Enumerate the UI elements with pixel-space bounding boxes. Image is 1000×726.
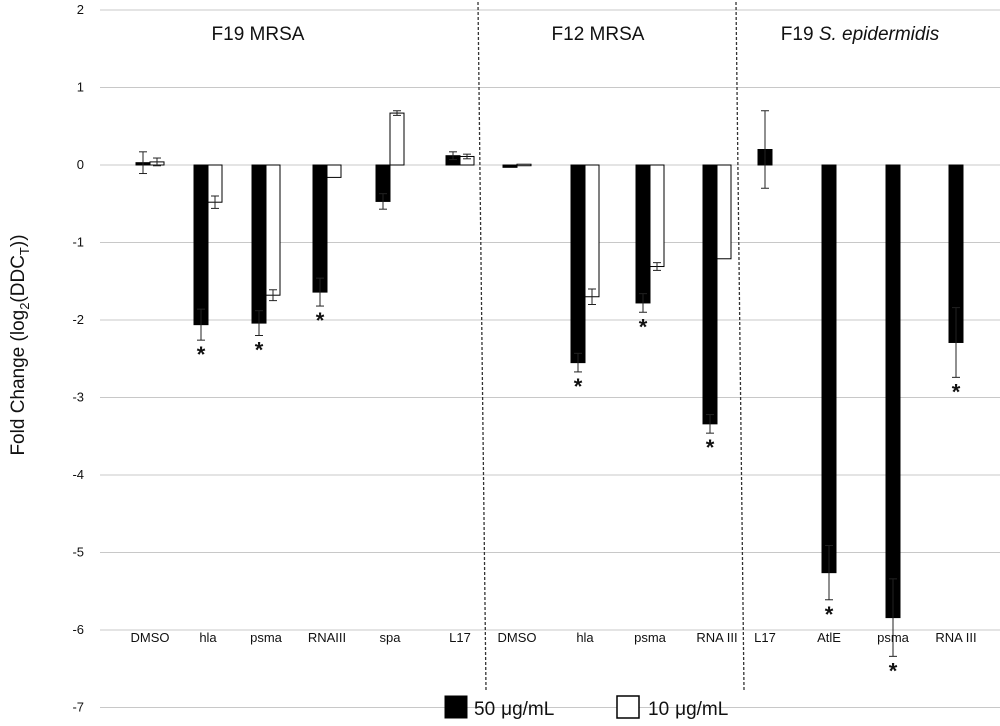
legend-swatch-10	[616, 695, 640, 719]
category-label-g0-c2: psma	[250, 630, 283, 645]
y-axis-label-subT: T	[17, 247, 32, 255]
category-label-g1-c0: DMSO	[498, 630, 537, 645]
category-labels: DMSO hla psma RNAIII spa L17 DMSO hla psma RNA II…	[131, 630, 977, 645]
bar-10-g0-c3	[326, 164, 342, 178]
category-label-g2-c1: AtlE	[817, 630, 841, 645]
bar-50-g2-c1	[821, 164, 837, 574]
category-label-g2-c3: RNA III	[935, 630, 976, 645]
group-title-1: F12 MRSA	[552, 24, 645, 45]
bar-10-g0-c4	[389, 112, 405, 166]
significance-star-g0-c3: *	[316, 308, 325, 333]
significance-star-g1-c1: *	[574, 374, 583, 399]
legend-label-10-unit: μg/mL	[675, 699, 728, 720]
legend-label-50: 50 μg/mL	[474, 699, 554, 720]
y-tick-label-6: -4	[72, 467, 84, 482]
group-title-0: F19 MRSA	[212, 24, 305, 45]
bar-50-g1-c1	[570, 164, 586, 364]
category-label-g1-c2: psma	[634, 630, 667, 645]
y-axis-label-suffix: ))	[8, 234, 29, 247]
gridlines	[100, 9, 1000, 708]
bars	[135, 112, 964, 619]
significance-star-g2-c1: *	[825, 602, 834, 627]
bar-10-g1-c3	[716, 164, 732, 260]
y-axis-label-mid: (DDC	[8, 255, 29, 303]
legend-label-50-unit: μg/mL	[501, 699, 554, 720]
bar-10-g1-c2	[649, 164, 665, 268]
legend-label-10-num: 10	[648, 699, 669, 720]
y-tick-label-1: 1	[77, 80, 84, 95]
significance-star-g2-c3: *	[952, 379, 961, 404]
group-title-0-plain: F19 MRSA	[212, 24, 305, 45]
significance-markers: * * * * * * * * *	[197, 308, 961, 683]
y-axis-label-sub2: 2	[17, 303, 32, 310]
y-axis-ticks: 2 1 0 -1 -2 -3 -4 -5 -6 -7	[72, 2, 84, 715]
group-title-2-plain: F19	[781, 24, 819, 45]
category-label-g0-c3: RNAIII	[308, 630, 346, 645]
y-axis-label-prefix: Fold Change (log	[8, 310, 29, 456]
category-label-g0-c5: L17	[449, 630, 471, 645]
group-divider-1	[735, 1, 745, 691]
y-tick-label-7: -5	[72, 545, 84, 560]
category-label-g2-c0: L17	[754, 630, 776, 645]
category-label-g1-c1: hla	[576, 630, 594, 645]
category-label-g2-c2: psma	[877, 630, 910, 645]
category-label-g0-c4: spa	[380, 630, 402, 645]
y-tick-label-0: 2	[77, 2, 84, 17]
bar-50-g0-c3	[312, 164, 328, 293]
bar-50-g1-c0	[502, 164, 518, 168]
group-title-2: F19 S. epidermidis	[781, 24, 940, 45]
bar-50-g0-c2	[251, 164, 267, 324]
legend: 50 μg/mL 10 μg/mL	[444, 695, 728, 720]
significance-star-g1-c3: *	[706, 435, 715, 460]
bar-10-g1-c1	[584, 164, 600, 298]
legend-label-50-num: 50	[474, 699, 495, 720]
category-label-g0-c1: hla	[199, 630, 217, 645]
bar-10-g1-c0	[516, 163, 532, 167]
y-tick-label-3: -1	[72, 235, 84, 250]
y-tick-label-4: -2	[72, 312, 84, 327]
group-title-1-plain: F12 MRSA	[552, 24, 645, 45]
error-bars	[139, 110, 960, 657]
group-titles: F19 MRSA F12 MRSA F19 S. epidermidis	[212, 24, 940, 45]
bar-50-g2-c2	[885, 164, 901, 619]
category-label-g0-c0: DMSO	[131, 630, 170, 645]
y-tick-label-9: -7	[72, 700, 84, 715]
legend-swatch-50	[444, 695, 468, 719]
bar-10-g0-c2	[265, 164, 281, 296]
bar-50-g1-c2	[635, 164, 651, 304]
significance-star-g0-c1: *	[197, 342, 206, 367]
significance-star-g1-c2: *	[639, 314, 648, 339]
significance-star-g2-c2: *	[889, 658, 898, 683]
legend-label-10: 10 μg/mL	[648, 699, 728, 720]
significance-star-g0-c2: *	[255, 338, 264, 363]
group-title-2-italic: S. epidermidis	[819, 24, 940, 45]
category-label-g1-c3: RNA III	[696, 630, 737, 645]
y-tick-label-8: -6	[72, 622, 84, 637]
y-axis-label: Fold Change (log2(DDCT))	[8, 234, 32, 455]
y-tick-label-2: 0	[77, 157, 84, 172]
bar-50-g0-c1	[193, 164, 209, 326]
bar-50-g1-c3	[702, 164, 718, 425]
group-divider-0	[477, 1, 487, 691]
y-tick-label-5: -3	[72, 390, 84, 405]
